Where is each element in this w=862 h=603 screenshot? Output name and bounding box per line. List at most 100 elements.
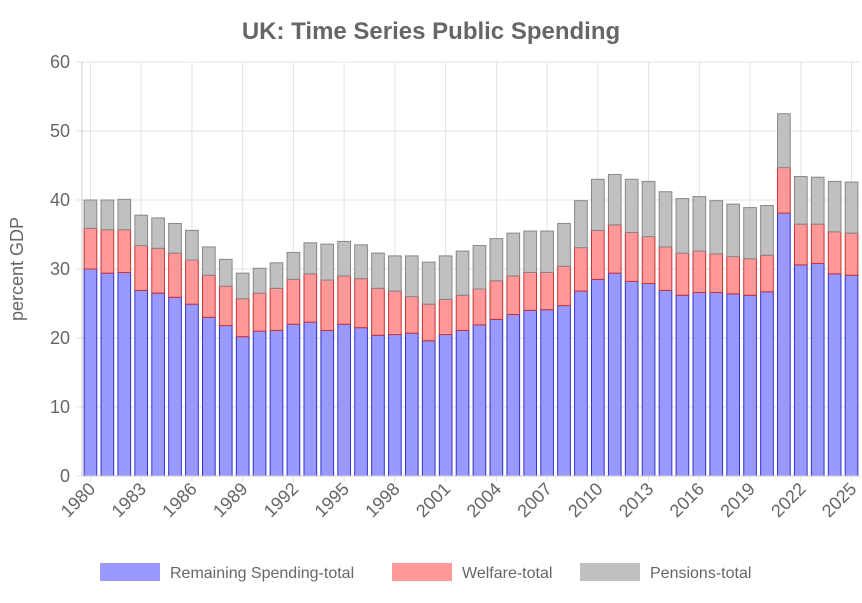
bar-segment-pensions [83, 199, 98, 229]
bar-segment-welfare [252, 292, 267, 332]
bar-segment-remaining-spending [455, 329, 470, 477]
bar-segment-pensions [371, 252, 385, 289]
bar-segment-pensions [557, 222, 571, 267]
bar-segment-remaining-spending [438, 334, 453, 477]
bar-segment-remaining-spending [624, 280, 639, 477]
bar-segment-welfare [506, 275, 521, 316]
bar-segment-welfare [607, 224, 622, 274]
legend-swatch [392, 563, 452, 581]
bar-segment-pensions [574, 200, 588, 249]
bar-segment-pensions [168, 222, 182, 254]
x-tick-label: 2025 [818, 479, 860, 521]
bar-segment-pensions [269, 262, 284, 289]
bar-segment-remaining-spending [320, 329, 335, 477]
bar-segment-remaining-spending [472, 324, 487, 477]
y-tick-label: 0 [60, 466, 70, 486]
bar-segment-pensions [303, 242, 318, 275]
bar-segment-remaining-spending [134, 289, 149, 477]
bar-segment-welfare [320, 279, 335, 331]
bar-segment-welfare [100, 229, 115, 274]
bars [83, 113, 859, 477]
bar-segment-welfare [421, 303, 436, 342]
bar-segment-welfare [388, 290, 402, 336]
bar-segment-remaining-spending [675, 294, 690, 477]
bar-segment-pensions [743, 207, 757, 260]
bar-segment-welfare [354, 278, 368, 329]
bar-segment-welfare [777, 167, 791, 214]
chart-title: UK: Time Series Public Spending [242, 18, 620, 45]
bar-segment-remaining-spending [607, 272, 622, 477]
bar-segment-welfare [624, 231, 639, 282]
bar-segment-welfare [185, 259, 199, 305]
bar-segment-remaining-spending [523, 309, 538, 477]
bar-segment-pensions [793, 176, 808, 225]
bar-segment-pensions [404, 255, 419, 298]
bar-segment-pensions [827, 180, 842, 233]
bar-segment-pensions [421, 261, 436, 305]
bar-segment-remaining-spending [185, 303, 199, 477]
bar-segment-pensions [607, 173, 622, 226]
x-tick-label: 1995 [311, 479, 353, 521]
bar-segment-remaining-spending [337, 323, 351, 477]
bar-segment-pensions [388, 255, 402, 292]
x-tick-label: 2010 [564, 479, 606, 521]
bar-segment-welfare [827, 231, 842, 275]
bar-segment-pensions [185, 229, 199, 261]
bar-segment-welfare [726, 256, 740, 295]
bar-segment-pensions [455, 250, 470, 296]
x-tick-label: 1992 [260, 479, 302, 521]
bar-segment-pensions [760, 205, 774, 256]
bar-segment-welfare [337, 275, 351, 325]
bar-segment-pensions [523, 230, 538, 273]
bar-segment-welfare [591, 229, 605, 280]
bar-segment-welfare [83, 227, 98, 270]
legend-label: Remaining Spending-total [170, 565, 354, 582]
bar-segment-welfare [709, 253, 724, 293]
x-tick-label: 2007 [513, 479, 555, 521]
bar-segment-welfare [641, 236, 656, 284]
bar-segment-pensions [540, 230, 554, 273]
bar-segment-welfare [168, 252, 182, 298]
bar-segment-remaining-spending [151, 292, 165, 477]
bar-segment-pensions [489, 238, 504, 282]
bar-segment-remaining-spending [506, 314, 521, 477]
bar-segment-remaining-spending [591, 278, 605, 477]
bar-segment-remaining-spending [286, 323, 301, 477]
bar-segment-welfare [438, 298, 453, 336]
bar-segment-welfare [286, 278, 301, 325]
bar-segment-pensions [692, 196, 707, 252]
bar-segment-welfare [218, 285, 233, 327]
bar-segment-welfare [134, 245, 149, 291]
bar-segment-welfare [793, 223, 808, 266]
bar-segment-pensions [591, 178, 605, 231]
bar-segment-pensions [709, 200, 724, 255]
y-tick-label: 30 [50, 259, 70, 279]
bar-segment-remaining-spending [269, 329, 284, 477]
y-tick-label: 60 [50, 52, 70, 72]
bar-segment-welfare [472, 288, 487, 326]
bar-segment-pensions [252, 267, 267, 294]
bar-segment-welfare [404, 296, 419, 334]
bar-segment-welfare [557, 265, 571, 307]
bar-segment-welfare [523, 271, 538, 311]
bar-segment-remaining-spending [354, 327, 368, 477]
bar-segment-welfare [743, 258, 757, 296]
bar-segment-welfare [844, 232, 859, 276]
bar-segment-pensions [472, 245, 487, 290]
bar-segment-remaining-spending [117, 271, 132, 477]
bar-segment-welfare [658, 246, 673, 291]
bar-segment-pensions [658, 191, 673, 248]
bar-segment-remaining-spending [692, 291, 707, 477]
bar-segment-remaining-spending [777, 212, 791, 477]
x-tick-label: 1983 [108, 479, 150, 521]
bar-segment-pensions [675, 198, 690, 254]
bar-segment-remaining-spending [810, 262, 825, 477]
legend: Remaining Spending-total Welfare-total Pen… [100, 563, 751, 582]
bar-segment-pensions [286, 251, 301, 280]
bar-segment-welfare [574, 247, 588, 292]
bar-segment-pensions [117, 198, 132, 231]
bar-segment-welfare [675, 252, 690, 296]
y-tick-label: 20 [50, 328, 70, 348]
bar-segment-welfare [810, 223, 825, 264]
